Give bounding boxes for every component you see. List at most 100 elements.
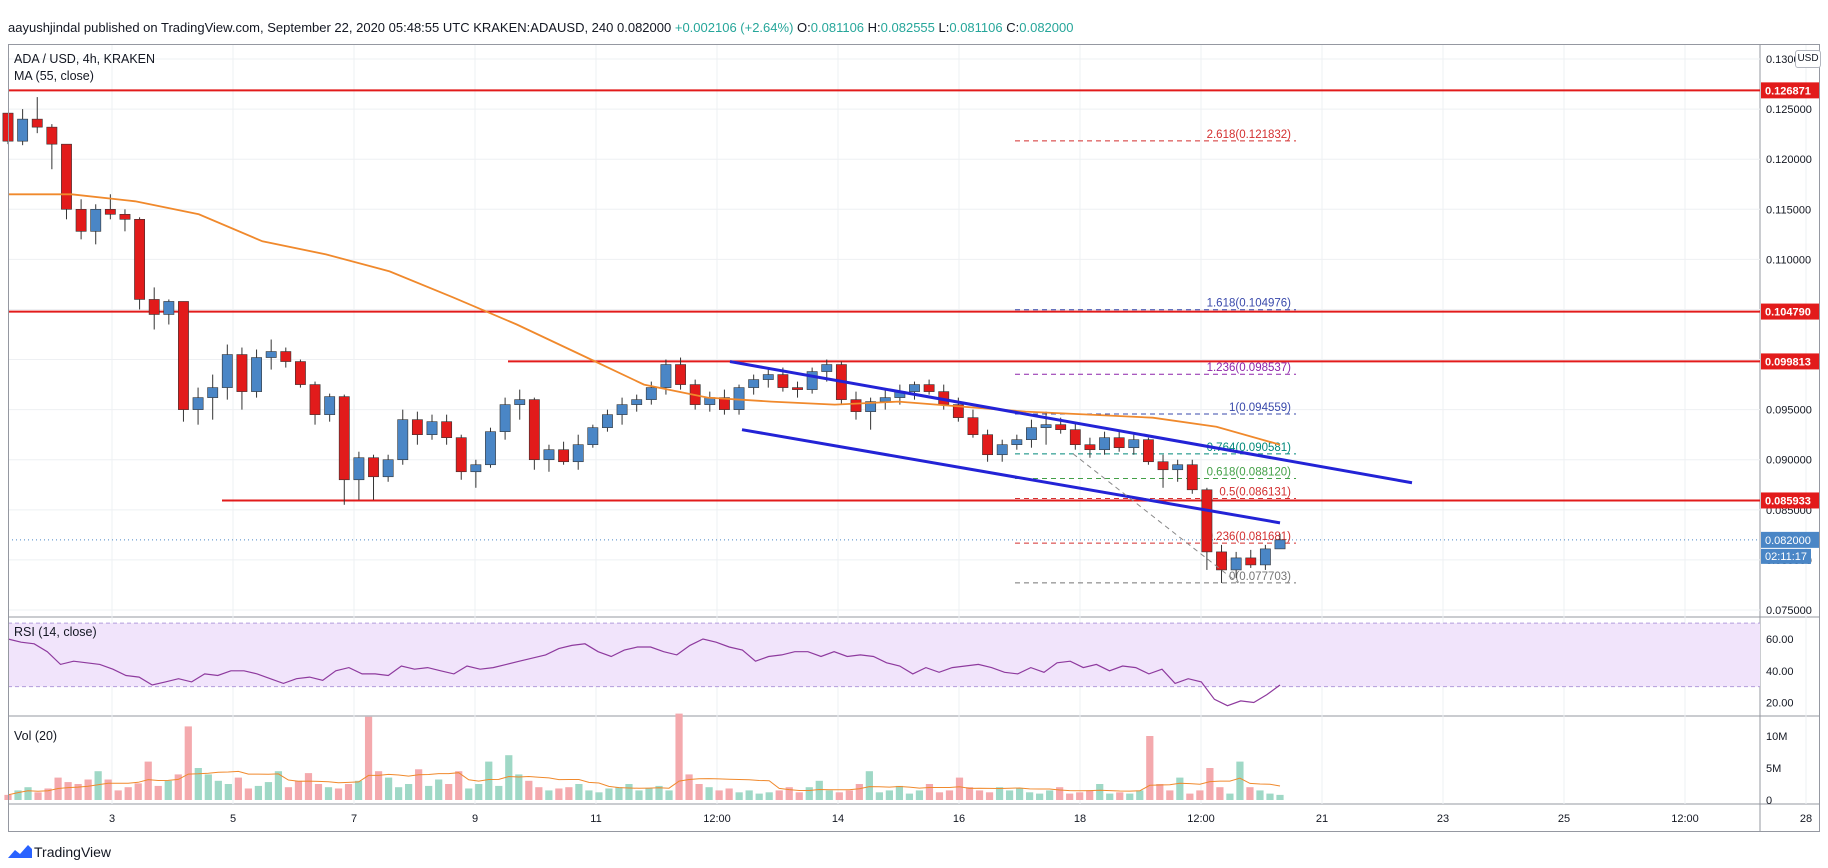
trend-line-upper xyxy=(729,360,1413,485)
last-price: 0.082000 xyxy=(617,20,672,35)
volume-bar xyxy=(1066,793,1074,800)
candle-body xyxy=(982,434,994,456)
y-tick-label: 0.095000 xyxy=(1766,405,1812,417)
ma-legend[interactable]: MA (55, close) xyxy=(14,69,94,83)
candle-body xyxy=(1040,424,1052,428)
volume-bar xyxy=(44,788,52,800)
x-tick-label: 12:00 xyxy=(703,813,731,825)
candle-body xyxy=(967,417,979,435)
volume-bar xyxy=(905,793,914,800)
x-tick-label: 25 xyxy=(1558,813,1570,825)
volume-bar xyxy=(1076,792,1084,800)
volume-bar xyxy=(815,780,823,800)
volume-tick-label: 10M xyxy=(1766,731,1787,743)
volume-bar xyxy=(595,792,603,800)
volume-bar xyxy=(254,785,262,800)
volume-bar xyxy=(405,784,413,800)
grid-lines xyxy=(8,44,1820,832)
candle-body xyxy=(148,299,160,315)
fibonacci-label: 0(0.077703) xyxy=(1229,571,1291,583)
volume-bar xyxy=(925,784,934,800)
level-badge-label: 0.085933 xyxy=(1765,495,1811,507)
candle-body xyxy=(236,354,248,392)
volume-ma-line xyxy=(7,770,1281,796)
volume-bar xyxy=(765,792,773,800)
volume-bar xyxy=(735,792,743,800)
volume-legend[interactable]: Vol (20) xyxy=(14,729,58,743)
rsi-legend[interactable]: RSI (14, close) xyxy=(14,625,97,639)
candle-body xyxy=(865,401,877,412)
candle-body xyxy=(368,457,379,478)
level-badge xyxy=(1761,303,1819,320)
volume-tick-label: 0 xyxy=(1766,795,1772,807)
volume-bar xyxy=(144,761,152,800)
y-tick-label: 0.120000 xyxy=(1766,154,1812,166)
open-label: O: xyxy=(797,20,811,35)
volume-bar xyxy=(585,790,593,800)
volume-bar xyxy=(455,771,463,800)
volume-bar xyxy=(174,774,182,800)
chart-canvas[interactable]: 2.618(0.121832) 1.618(0.104976) 1.236(0.09… xyxy=(0,0,1828,840)
volume-bar xyxy=(104,779,112,800)
volume-bar xyxy=(445,784,453,800)
candle-body xyxy=(645,387,657,400)
level-badge-label: 0.099813 xyxy=(1765,356,1811,368)
symbol-label: KRAKEN:ADAUSD, 240 xyxy=(473,20,614,35)
current-price-badge xyxy=(1761,531,1819,548)
author-name[interactable]: aayushjindal xyxy=(8,20,81,35)
candle-body xyxy=(909,384,920,392)
volume-bar xyxy=(1246,787,1254,800)
currency-badge[interactable]: USD xyxy=(1795,50,1821,68)
chart-title: ADA / USD, 4h, KRAKEN xyxy=(14,52,156,66)
chart-frame xyxy=(8,44,1820,832)
candle-body xyxy=(1084,444,1096,451)
candle-body xyxy=(75,208,87,232)
candle-body xyxy=(1055,424,1067,430)
volume-bar xyxy=(665,790,673,800)
rsi-band-area xyxy=(8,622,1760,688)
candle-body xyxy=(280,351,292,362)
candle-body xyxy=(792,387,803,390)
candle-body xyxy=(411,419,423,435)
volume-bar xyxy=(475,784,483,800)
volume-bar xyxy=(134,783,142,800)
candle-body xyxy=(660,364,672,388)
x-tick-label: 9 xyxy=(472,813,478,825)
volume-bar xyxy=(1156,784,1164,800)
fib-anchor-line xyxy=(1072,453,1239,584)
volume-bar xyxy=(1036,793,1044,800)
volume-bar xyxy=(64,782,72,800)
volume-bar xyxy=(1256,790,1264,800)
volume-bar xyxy=(234,777,242,800)
volume-bar xyxy=(655,785,663,800)
tradingview-logo-icon xyxy=(8,845,32,858)
volume-bar xyxy=(1126,793,1134,800)
volume-bar xyxy=(425,785,433,800)
rsi-tick-label: 60.00 xyxy=(1766,634,1794,646)
volume-bar xyxy=(1046,790,1054,800)
volume-bar xyxy=(364,716,373,800)
volume-bar xyxy=(835,792,843,800)
volume-bar xyxy=(1216,787,1224,800)
moving-average-series xyxy=(8,193,1281,446)
close-value: 0.082000 xyxy=(1019,20,1074,35)
volume-bar xyxy=(1146,736,1154,800)
rsi-band xyxy=(8,623,1760,687)
y-tick-label: 0.075000 xyxy=(1766,605,1812,617)
volume-bar xyxy=(675,713,683,800)
volume-bar xyxy=(1276,794,1284,800)
candle-body xyxy=(1026,427,1037,440)
volume-bar xyxy=(374,771,383,800)
volume-bar xyxy=(324,787,333,800)
volume-bar xyxy=(495,785,503,800)
candle-body xyxy=(1099,437,1110,451)
volume-bar xyxy=(1186,793,1194,800)
volume-bar xyxy=(575,784,583,800)
volume-bar xyxy=(1266,793,1274,800)
x-tick-label: 18 xyxy=(1074,813,1086,825)
volume-bar xyxy=(635,790,643,800)
candle-body xyxy=(309,384,321,415)
ma-line xyxy=(8,193,1281,446)
volume-bar xyxy=(264,782,273,800)
x-tick-label: 12:00 xyxy=(1671,813,1699,825)
